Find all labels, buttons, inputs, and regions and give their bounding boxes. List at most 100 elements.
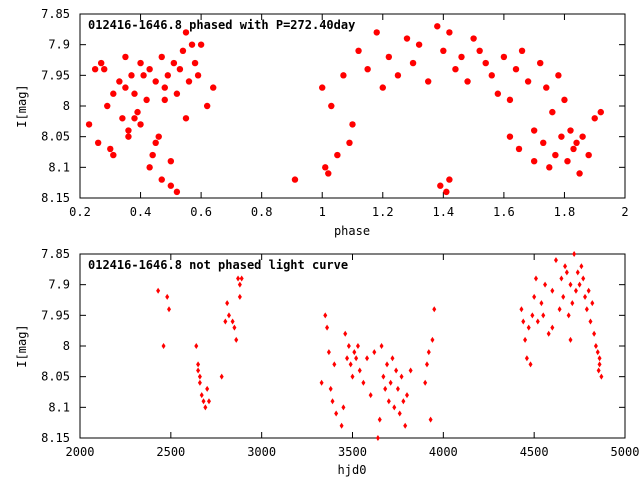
phased-data-point xyxy=(164,72,172,79)
phased-data-point xyxy=(134,108,141,116)
phased-data-point xyxy=(482,59,489,67)
phased-data-point xyxy=(434,23,441,30)
unphased-y-tick-label: 8.15 xyxy=(41,431,70,445)
phased-data-point xyxy=(173,188,181,196)
unphased-data-point xyxy=(330,398,335,405)
phased-data-point xyxy=(152,139,159,146)
unphased-data-point xyxy=(579,263,584,270)
phased-data-point xyxy=(546,164,553,171)
phased-data-point xyxy=(437,182,444,189)
unphased-data-point xyxy=(326,349,331,356)
unphased-data-point xyxy=(584,306,589,313)
phased-data-point xyxy=(579,133,586,140)
unphased-data-point xyxy=(237,281,242,288)
unphased-x-tick-label: 4500 xyxy=(520,445,549,459)
unphased-data-point xyxy=(526,324,531,331)
phased-data-point xyxy=(161,84,168,91)
phased-data-point xyxy=(161,96,168,104)
phased-data-point xyxy=(325,170,332,177)
phased-data-point xyxy=(506,133,514,140)
phased-data-point xyxy=(340,72,347,79)
phased-data-point xyxy=(110,151,117,159)
phased-x-tick-label: 1 xyxy=(319,205,326,219)
unphased-data-point xyxy=(165,293,170,300)
unphased-data-point xyxy=(403,422,408,429)
phased-data-point xyxy=(585,151,592,159)
unphased-data-point xyxy=(167,306,172,313)
phased-data-point xyxy=(415,41,423,48)
phased-data-point xyxy=(125,127,132,134)
unphased-data-point xyxy=(232,324,237,331)
unphased-data-point xyxy=(223,318,228,325)
phased-data-point xyxy=(194,72,202,79)
unphased-data-point xyxy=(201,398,206,405)
phased-data-point xyxy=(530,127,538,134)
phased-data-point xyxy=(110,90,117,97)
unphased-y-tick-label: 7.85 xyxy=(41,247,70,261)
phased-data-point xyxy=(515,145,523,153)
unphased-data-point xyxy=(230,318,235,325)
unphased-data-point xyxy=(199,392,204,399)
unphased-data-point xyxy=(343,330,348,337)
unphased-data-point xyxy=(375,435,380,441)
unphased-data-point xyxy=(597,361,602,368)
phased-x-tick-label: 0.8 xyxy=(251,205,273,219)
phased-data-point xyxy=(597,108,604,116)
unphased-data-point xyxy=(424,361,429,368)
unphased-data-point xyxy=(332,361,337,368)
unphased-data-point xyxy=(357,367,362,374)
unphased-data-point xyxy=(334,410,339,417)
phased-data-point xyxy=(197,41,205,48)
unphased-data-point xyxy=(205,385,210,392)
unphased-data-point xyxy=(561,293,566,300)
unphased-y-ticks: 7.85 7.9 7.95 8 8.05 8.1 8.15 xyxy=(41,247,625,445)
unphased-data-point xyxy=(390,355,395,362)
phased-data-point xyxy=(500,53,508,61)
unphased-panel-title: 012416-1646.8 not phased light curve xyxy=(88,258,348,272)
phased-data-point xyxy=(291,176,299,183)
unphased-data-point xyxy=(599,373,604,380)
unphased-data-point xyxy=(592,330,597,337)
phased-data-point xyxy=(379,84,386,91)
unphased-data-point xyxy=(581,275,586,282)
unphased-data-point xyxy=(237,293,242,300)
phased-data-point xyxy=(122,53,129,61)
unphased-data-point xyxy=(572,251,577,257)
unphased-data-point xyxy=(397,410,402,417)
phased-data-point xyxy=(488,72,495,79)
unphased-data-point xyxy=(541,312,546,319)
phased-data-point xyxy=(524,78,532,85)
phased-data-point xyxy=(137,121,144,128)
phased-y-tick-label: 8.1 xyxy=(48,160,70,174)
phased-x-tick-label: 0.6 xyxy=(190,205,212,219)
phased-points xyxy=(85,23,604,196)
phased-y-tick-label: 8.15 xyxy=(41,191,70,205)
phased-y-tick-label: 8 xyxy=(63,99,70,113)
phased-y-tick-label: 7.95 xyxy=(41,68,70,82)
unphased-y-tick-label: 7.95 xyxy=(41,308,70,322)
unphased-data-point xyxy=(348,361,353,368)
unphased-x-tick-label: 4000 xyxy=(429,445,458,459)
unphased-data-point xyxy=(583,293,588,300)
phased-data-point xyxy=(494,90,502,97)
unphased-x-tick-label: 5000 xyxy=(611,445,640,459)
phased-data-point xyxy=(128,72,135,79)
phased-y-tick-label: 8.05 xyxy=(41,130,70,144)
unphased-data-point xyxy=(319,379,324,386)
unphased-y-tick-label: 8.05 xyxy=(41,370,70,384)
phased-data-point xyxy=(119,115,126,122)
phased-data-point xyxy=(558,133,565,140)
unphased-data-point xyxy=(354,355,359,362)
unphased-data-point xyxy=(550,287,555,294)
phased-data-point xyxy=(131,115,138,122)
phased-panel: 012416-1646.8 phased with P=272.40day ph… xyxy=(15,7,629,238)
phased-data-point xyxy=(591,115,598,122)
unphased-data-point xyxy=(339,422,344,429)
unphased-data-point xyxy=(570,300,575,307)
unphased-data-point xyxy=(395,385,400,392)
phased-data-point xyxy=(143,96,150,104)
phased-data-point xyxy=(146,164,153,171)
unphased-data-point xyxy=(203,404,208,411)
unphased-data-point xyxy=(197,379,202,386)
unphased-data-point xyxy=(566,312,571,319)
